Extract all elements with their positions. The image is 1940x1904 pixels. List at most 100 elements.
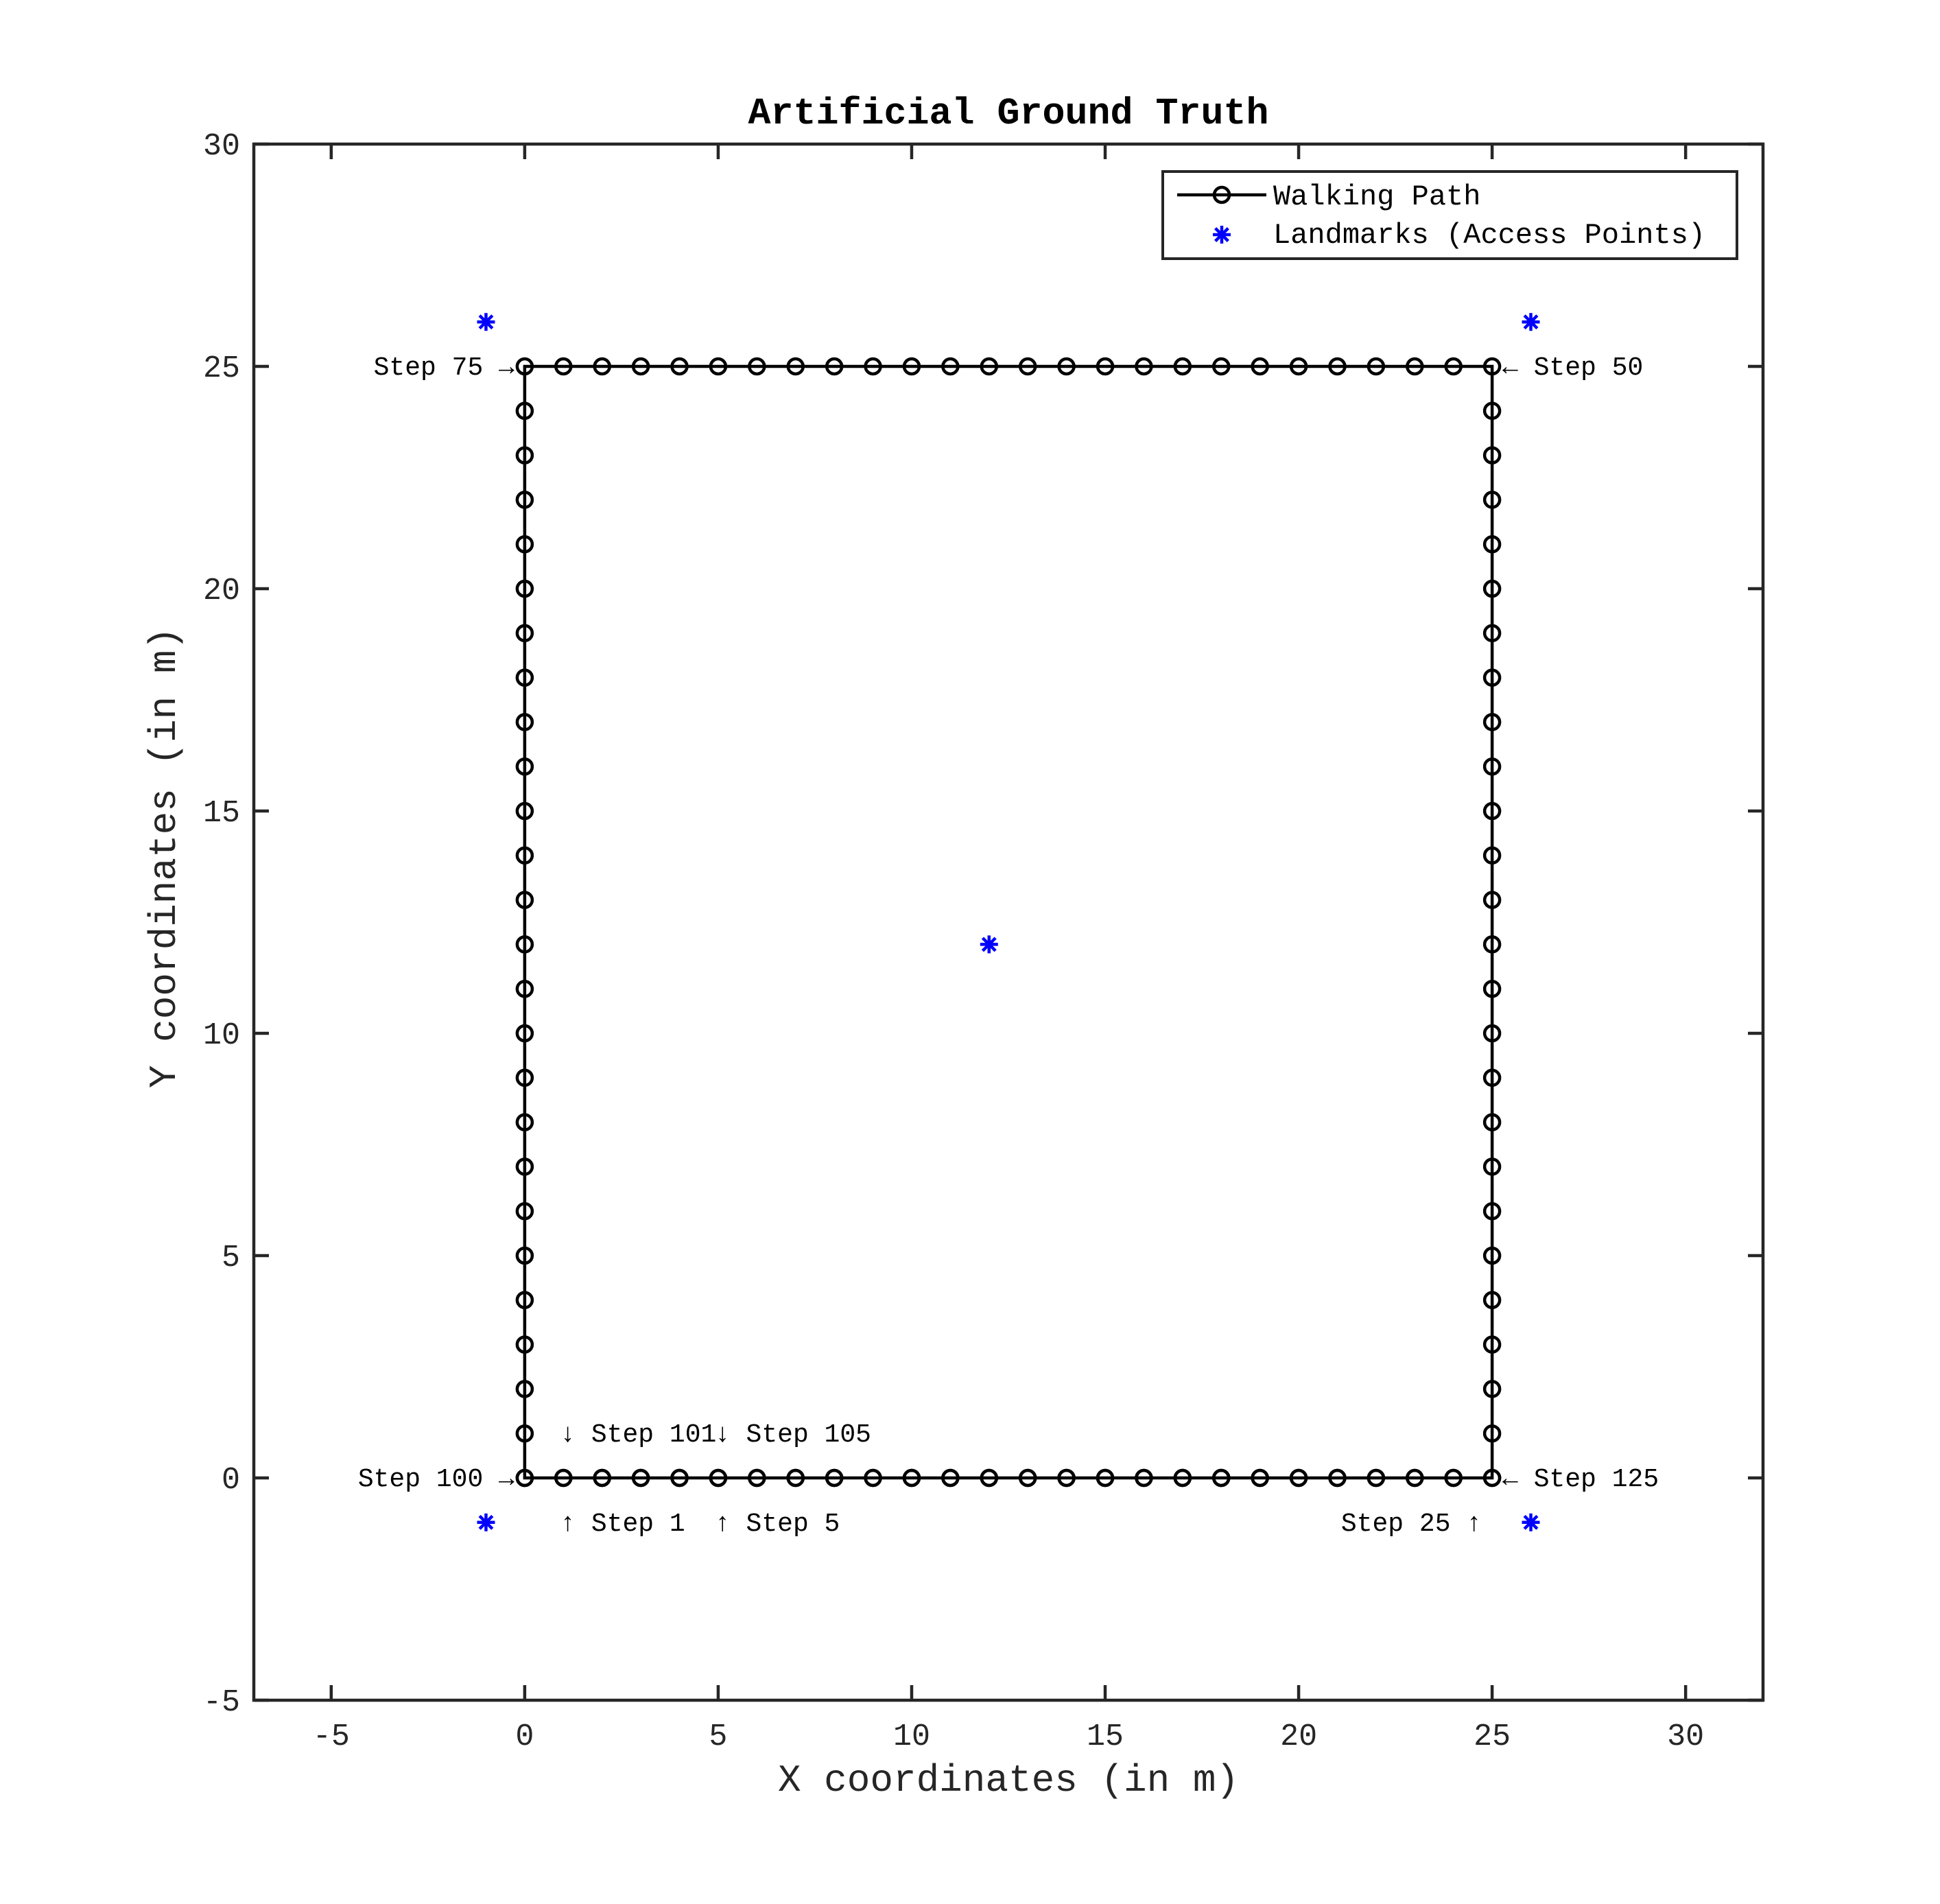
legend: Walking Path Landmarks (Access Points) — [1161, 170, 1738, 260]
walking-path-point — [980, 357, 999, 376]
x-tick-label: 25 — [1474, 1719, 1511, 1754]
y-tick-label: 15 — [203, 796, 240, 831]
walking-path-point — [1289, 357, 1308, 376]
walking-path-point — [1482, 891, 1502, 909]
step-annotation: ← Step 50 — [1502, 353, 1643, 383]
walking-path-point — [1482, 668, 1502, 687]
walking-path-point — [515, 401, 534, 421]
walking-path-point — [786, 1468, 805, 1488]
walking-path-point — [515, 1291, 534, 1310]
y-tick-label: 20 — [203, 574, 240, 609]
walking-path-point — [1367, 357, 1386, 376]
walking-path-point — [1406, 357, 1424, 376]
walking-path-point — [1251, 357, 1269, 376]
walking-path-point — [941, 1468, 960, 1488]
walking-path-point — [515, 579, 534, 598]
walking-path-point — [1328, 1468, 1347, 1488]
walking-path-point — [515, 1335, 534, 1354]
walking-path-point — [1212, 357, 1231, 376]
walking-path-point — [1482, 801, 1502, 821]
step-annotations: Step 75 → ← Step 50 Step 100 → ← Step 125 ↓ … — [358, 353, 1659, 1539]
walking-path-point — [515, 1157, 534, 1176]
walking-path-point — [515, 357, 534, 376]
step-annotation: Step 75 → — [374, 353, 514, 383]
walking-path-point — [748, 1468, 766, 1488]
walking-path-point — [515, 1024, 534, 1043]
legend-landmark-asterisk-icon — [1213, 226, 1231, 244]
walking-path-point — [515, 668, 534, 687]
walking-path-point — [1482, 401, 1502, 421]
walking-path-point — [515, 624, 534, 643]
step-annotation: Step 25 ↑ — [1341, 1509, 1482, 1539]
x-tick-label: 15 — [1087, 1719, 1124, 1754]
walking-path-point — [1482, 935, 1502, 954]
walking-path-point — [1482, 1468, 1502, 1488]
walking-path-point — [1482, 1157, 1502, 1176]
x-tick-label: 10 — [893, 1719, 930, 1754]
chart-title: Artificial Ground Truth — [748, 92, 1268, 135]
y-tick-label: -5 — [203, 1685, 240, 1720]
walking-path-point — [1482, 1291, 1502, 1310]
walking-path-point — [554, 357, 573, 376]
landmark-point — [1522, 1513, 1540, 1531]
walking-path-point — [1444, 1468, 1463, 1488]
walking-path-point — [1482, 624, 1502, 643]
legend-label-landmarks: Landmarks (Access Points) — [1273, 219, 1705, 252]
walking-path-point — [1289, 1468, 1308, 1488]
y-axis-label: Y coordinates (in m) — [143, 627, 187, 1088]
legend-label-walking-path: Walking Path — [1273, 180, 1480, 213]
walking-path-point — [670, 357, 689, 376]
walking-path-point — [515, 891, 534, 909]
walking-path-point — [902, 1468, 921, 1488]
walking-path-point — [1406, 1468, 1424, 1488]
walking-path-point — [631, 357, 650, 376]
walking-path-point — [515, 935, 534, 954]
walking-path-point — [1482, 846, 1502, 865]
landmark-point — [980, 935, 998, 954]
walking-path-point — [593, 357, 611, 376]
walking-path-point — [515, 713, 534, 731]
walking-path-point — [1482, 357, 1502, 376]
walking-path-point — [1482, 1246, 1502, 1265]
x-tick-label: 0 — [515, 1719, 534, 1754]
walking-path-point — [1482, 1113, 1502, 1131]
walking-path-point — [709, 357, 728, 376]
walking-path-point — [1096, 357, 1115, 376]
walking-path-point — [1212, 1468, 1231, 1488]
walking-path-point — [515, 757, 534, 776]
step-annotation: ↑ Step 1 — [560, 1509, 685, 1539]
walking-path-point — [1096, 1468, 1115, 1488]
walking-path-point — [515, 1113, 534, 1131]
y-tick-label: 0 — [222, 1463, 240, 1498]
walking-path-point — [1482, 534, 1502, 554]
walking-path-point — [864, 1468, 882, 1488]
walking-path-point — [1482, 1024, 1502, 1043]
walking-path-point — [515, 1246, 534, 1265]
walking-path-point — [1367, 1468, 1386, 1488]
walking-path-point — [1251, 1468, 1269, 1488]
walking-path-point — [593, 1468, 611, 1488]
walking-path-point — [515, 1201, 534, 1221]
walking-path-point — [1482, 1380, 1502, 1398]
step-annotation: ↓ Step 105 — [715, 1420, 871, 1450]
walking-path-point — [1482, 491, 1502, 509]
x-axis-label: X coordinates (in m) — [778, 1759, 1239, 1802]
legend-walking-path-marker-icon — [1212, 185, 1231, 204]
x-tick-label: 30 — [1667, 1719, 1704, 1754]
axis-ticks: -5 0 5 10 15 20 25 30 -5 0 5 10 15 20 25 30 — [203, 129, 1763, 1754]
walking-path-point — [670, 1468, 689, 1488]
landmark-point — [477, 1513, 495, 1531]
walking-path-point — [941, 357, 960, 376]
step-annotation: Step 100 → — [358, 1465, 514, 1494]
y-tick-label: 25 — [203, 351, 240, 386]
y-tick-label: 10 — [203, 1018, 240, 1053]
walking-path-point — [1482, 757, 1502, 776]
walking-path-point — [554, 1468, 573, 1488]
walking-path-point — [825, 1468, 844, 1488]
walking-path-point — [1482, 1424, 1502, 1443]
walking-path-point — [748, 357, 766, 376]
walking-path-point — [1057, 357, 1076, 376]
walking-path-point — [1018, 1468, 1037, 1488]
walking-path-point — [1135, 1468, 1153, 1488]
